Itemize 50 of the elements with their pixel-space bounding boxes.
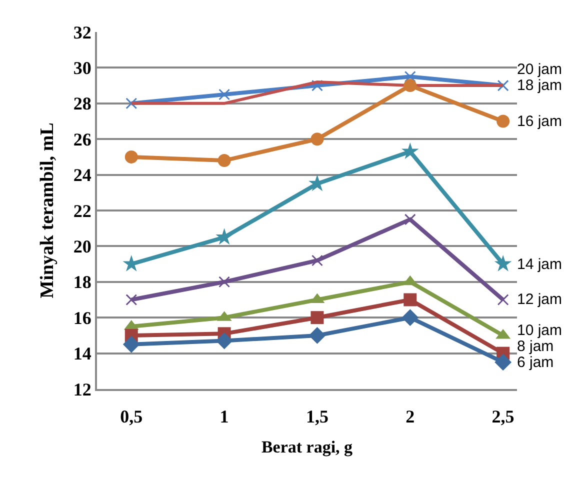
point (124, 150, 138, 164)
x-axis-title: Berat ragi, g (261, 438, 354, 456)
y-axis-title: Minyak terambil, mL (36, 122, 58, 298)
x-tick-label: 1 (220, 406, 229, 427)
point (496, 114, 510, 128)
point (310, 132, 324, 146)
y-tick-label: 18 (73, 272, 92, 292)
series-label: 6 jam (517, 354, 554, 371)
y-tick-label: 20 (73, 236, 92, 256)
y-tick-label: 12 (73, 379, 92, 400)
point (122, 336, 140, 353)
point (216, 332, 233, 350)
point (497, 80, 509, 92)
point (126, 98, 138, 110)
point (218, 154, 231, 168)
x-tick-label: 0,5 (120, 406, 143, 427)
y-tick-label: 30 (73, 58, 92, 78)
y-tick-label: 22 (73, 200, 92, 221)
point (311, 254, 323, 266)
series-label: 20 jam (517, 61, 562, 78)
y-tick-label: 14 (73, 344, 92, 364)
x-tick-label: 2 (406, 406, 415, 427)
point (404, 70, 416, 82)
y-tick-label: 16 (73, 308, 92, 328)
series-label: 12 jam (517, 291, 562, 308)
point (218, 88, 230, 100)
point (308, 327, 326, 344)
y-tick-label: 32 (73, 22, 92, 42)
point (494, 354, 512, 371)
point (401, 142, 419, 159)
series-label: 8 jam (517, 338, 554, 355)
x-tick-label: 2,5 (492, 406, 514, 427)
point (218, 276, 230, 288)
y-tick-label: 24 (73, 165, 92, 186)
point (497, 294, 509, 306)
point (404, 79, 417, 92)
point (494, 254, 512, 272)
y-tick-label: 26 (73, 129, 92, 150)
point (216, 228, 233, 245)
series-label: 10 jam (517, 322, 562, 339)
point (126, 294, 138, 306)
point (404, 214, 416, 226)
series-label: 18 jam (517, 77, 562, 94)
series-label: 14 jam (517, 256, 562, 273)
x-tick-label: 1,5 (306, 406, 328, 427)
point (310, 311, 324, 324)
series-label: 16 jam (517, 113, 562, 130)
point (404, 293, 417, 306)
y-tick-label: 28 (73, 94, 92, 114)
point (402, 309, 419, 326)
